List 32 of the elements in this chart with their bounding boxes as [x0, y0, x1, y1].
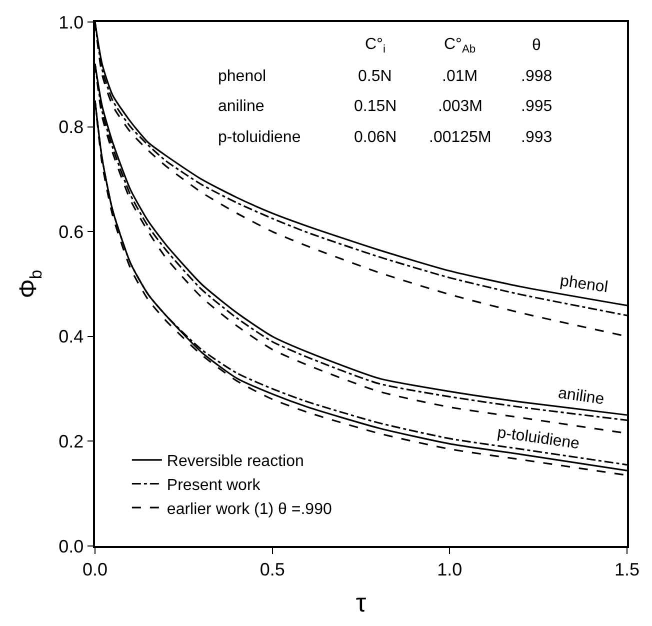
- annotation: p-toluidiene: [496, 424, 581, 453]
- annotation: .00125M: [429, 129, 492, 146]
- annotation: .998: [521, 68, 552, 85]
- y-tick-label: 0.8: [58, 117, 84, 138]
- annotation: .993: [521, 129, 552, 146]
- x-axis-title: τ: [356, 588, 367, 618]
- annotation: θ: [532, 37, 541, 54]
- annotation: 0.5N: [358, 68, 392, 85]
- legend-label: Present work: [166, 476, 262, 494]
- y-tick-label: 0.4: [58, 326, 84, 347]
- legend-label: earlier work (1) θ =.990: [166, 500, 332, 518]
- x-tick-label: 0.0: [82, 559, 108, 580]
- x-tick-label: 1.0: [437, 559, 462, 580]
- annotation: C°$_{Ab}$: [444, 36, 476, 56]
- annotation: .003M: [438, 98, 482, 115]
- annotation: phenol: [558, 272, 609, 296]
- annotation: p-toluidiene: [218, 129, 301, 146]
- annotation: .01M: [442, 68, 478, 85]
- annotation: aniline: [557, 384, 606, 408]
- annotation: aniline: [218, 98, 264, 115]
- x-tick-label: 0.5: [260, 559, 285, 580]
- annotation: 0.06N: [354, 129, 397, 146]
- annotation: 0.15N: [354, 98, 397, 115]
- annotation: phenol: [218, 68, 266, 85]
- y-tick-label: 0.0: [58, 536, 84, 556]
- y-tick-label: 0.6: [58, 222, 84, 242]
- legend-label: Reversible reaction: [166, 453, 304, 470]
- annotation: .995: [521, 98, 552, 115]
- x-tick-label: 1.5: [614, 559, 640, 580]
- y-tick-label: 1.0: [58, 12, 84, 32]
- y-tick-label: 0.2: [58, 432, 84, 452]
- annotation: C°$_{i}$: [365, 36, 386, 56]
